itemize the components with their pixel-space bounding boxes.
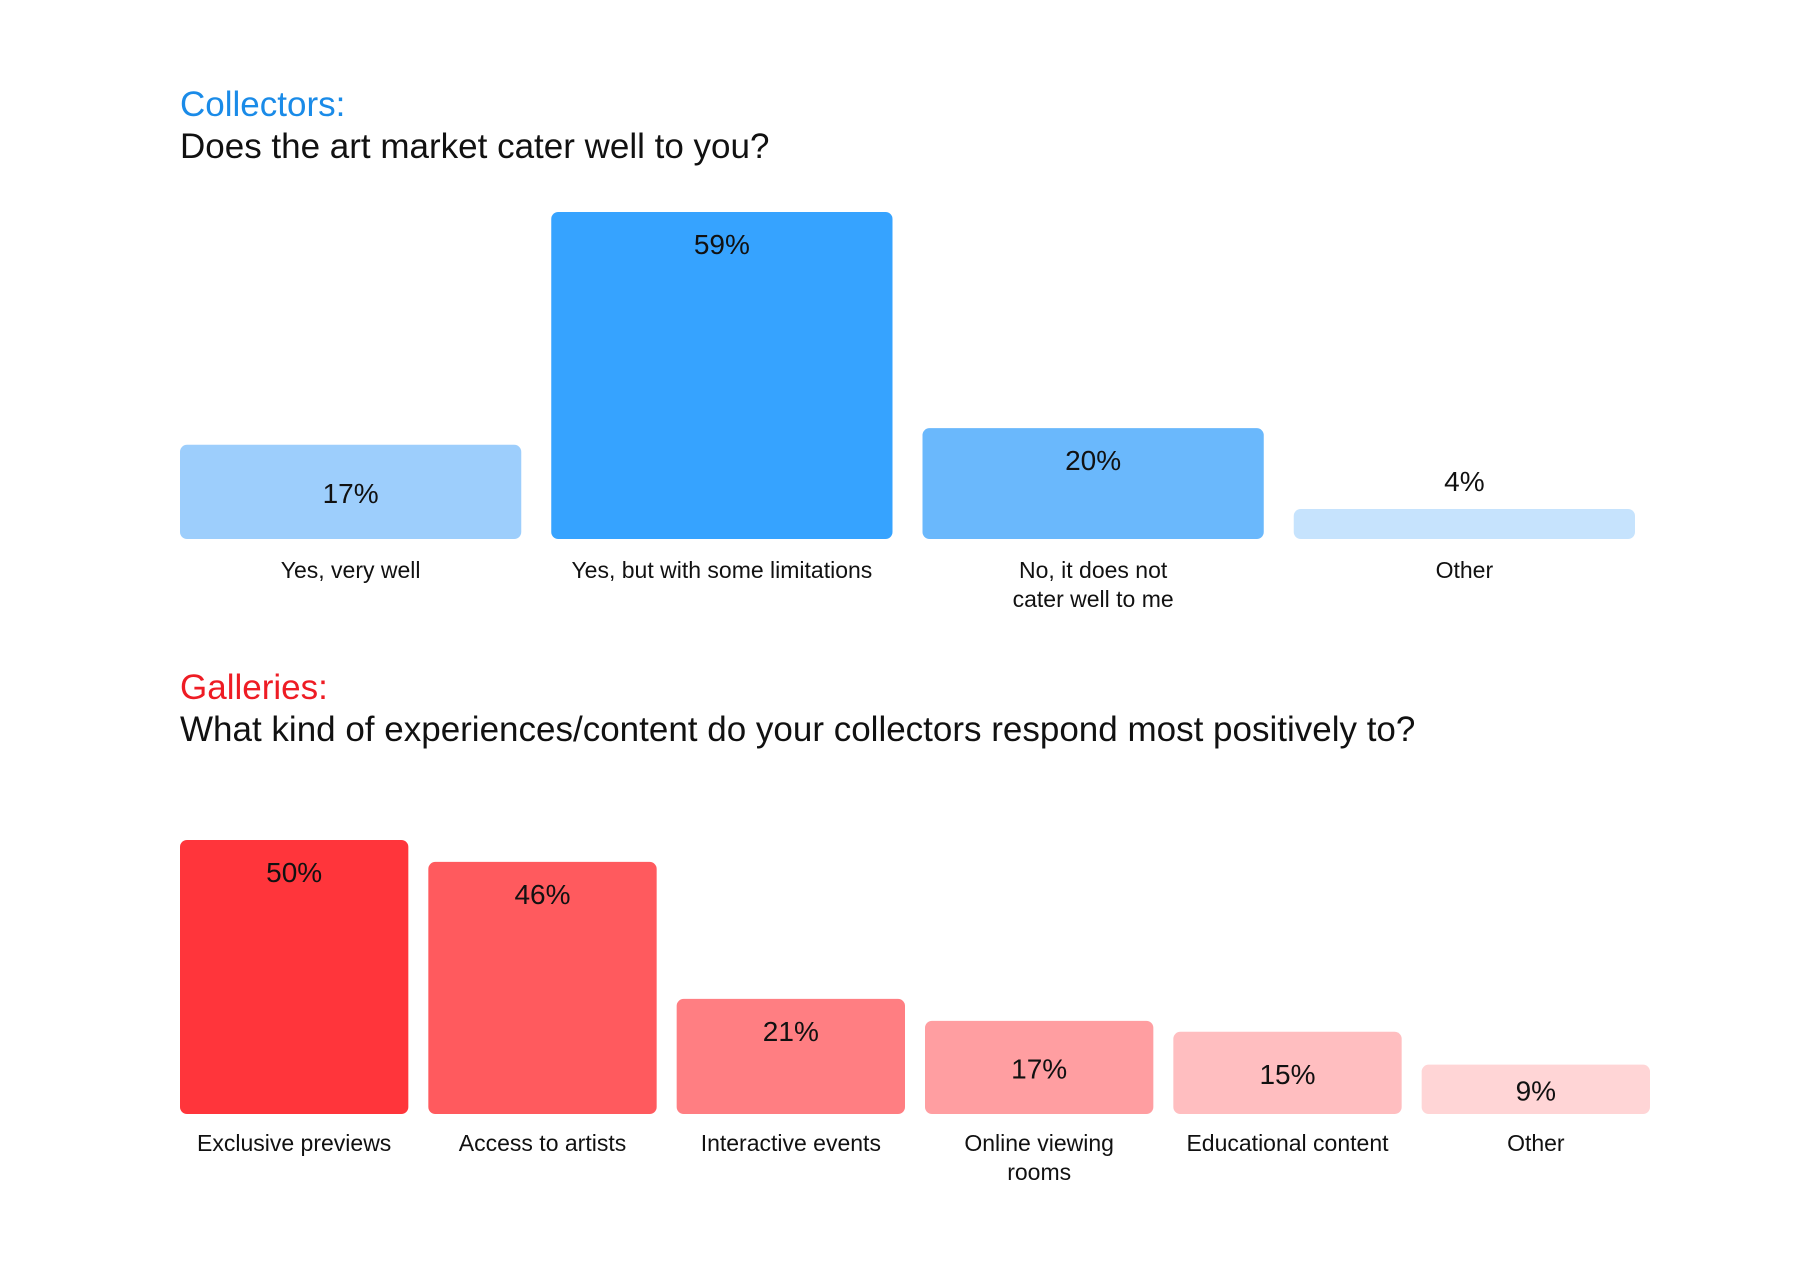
galleries-heading: Galleries: (180, 668, 328, 707)
galleries-chart-panel: Galleries: What kind of experiences/cont… (0, 640, 1820, 1260)
category-label-line: Online viewing (964, 1130, 1114, 1156)
value-label: 15% (1259, 1059, 1315, 1090)
category-label-line: cater well to me (1013, 586, 1174, 612)
category-label-line: Interactive events (701, 1130, 881, 1156)
category-label-line: Educational content (1186, 1130, 1389, 1156)
category-label-line: Other (1507, 1130, 1565, 1156)
value-label: 17% (323, 478, 379, 509)
category-label: Yes, very well (281, 557, 421, 583)
collectors-question: Does the art market cater well to you? (180, 127, 770, 166)
category-label: Other (1436, 557, 1494, 583)
category-label-line: Access to artists (459, 1130, 626, 1156)
category-label: Interactive events (701, 1130, 881, 1156)
category-label: Yes, but with some limitations (571, 557, 872, 583)
bar-4 (925, 1020, 1154, 1114)
collectors-heading: Collectors: (180, 85, 346, 124)
galleries-bar-chart: 50% Exclusive previews 46% Access to artist… (180, 840, 1650, 1185)
category-label-line: No, it does not (1019, 557, 1168, 583)
category-label-line: rooms (1007, 1159, 1071, 1185)
value-label: 21% (763, 1016, 819, 1047)
category-label-line: Yes, very well (281, 557, 421, 583)
collectors-chart-panel: Collectors: Does the art market cater we… (180, 85, 1635, 612)
category-label-line: Exclusive previews (197, 1130, 391, 1156)
category-label: Other (1507, 1130, 1565, 1156)
value-label: 46% (514, 879, 570, 910)
category-label: No, it does not cater well to me (1013, 557, 1174, 612)
bar-6 (1421, 1064, 1650, 1114)
category-label: Exclusive previews (197, 1130, 391, 1156)
value-label: 4% (1444, 466, 1484, 497)
category-label: Educational content (1186, 1130, 1389, 1156)
category-label: Online viewing rooms (964, 1130, 1114, 1185)
value-label: 9% (1516, 1075, 1556, 1106)
category-label-line: Other (1436, 557, 1494, 583)
galleries-question: What kind of experiences/content do your… (180, 710, 1416, 749)
value-label: 59% (694, 229, 750, 260)
bar-1 (180, 840, 409, 1114)
value-label: 20% (1065, 445, 1121, 476)
bar-4 (1293, 509, 1635, 539)
bar-3 (676, 998, 905, 1114)
value-label: 17% (1011, 1053, 1067, 1084)
category-label: Access to artists (459, 1130, 626, 1156)
bar-3 (922, 428, 1264, 539)
bar-2 (428, 861, 657, 1114)
collectors-bar-chart: 17% Yes, very well 59% Yes, but with some l… (180, 212, 1635, 612)
value-label: 50% (266, 857, 322, 888)
bar-5 (1173, 1031, 1402, 1114)
bar-2 (551, 212, 893, 539)
bar-1 (180, 444, 522, 539)
category-label-line: Yes, but with some limitations (571, 557, 872, 583)
